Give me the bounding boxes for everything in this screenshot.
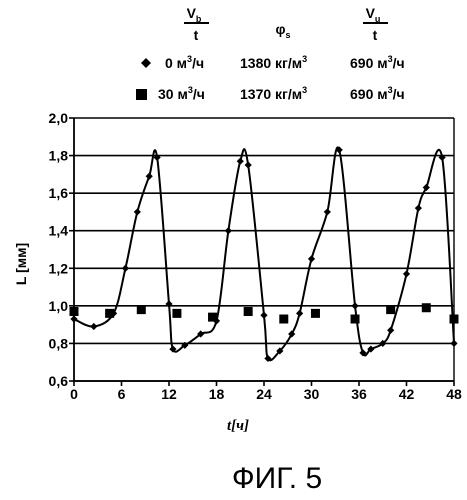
x-tick-label: 48	[446, 386, 462, 402]
y-tick-label: 1,8	[49, 148, 69, 164]
data-point-diamond	[70, 315, 77, 322]
data-point-square	[386, 305, 395, 314]
data-point-diamond	[415, 205, 422, 212]
data-point-square	[208, 313, 217, 322]
data-point-diamond	[134, 208, 141, 215]
data-point-diamond	[450, 340, 457, 347]
data-point-diamond	[423, 184, 430, 191]
x-tick-label: 18	[209, 386, 225, 402]
x-tick-label: 42	[399, 386, 415, 402]
legend-header: Vb t φs Vu t	[184, 5, 388, 43]
data-point-square	[172, 309, 181, 318]
y-tick-label: 1,4	[49, 223, 69, 239]
header-col3-top: Vu	[366, 5, 381, 24]
gridlines	[74, 118, 454, 381]
x-tick-label: 0	[70, 386, 78, 402]
data-point-diamond	[351, 302, 358, 309]
legend-0-rate: 0 м3/ч	[165, 54, 204, 71]
y-tick-label: 1,6	[49, 185, 69, 201]
series-layer	[70, 146, 459, 362]
y-tick-labels: 0,6 0,8 1,0 1,2 1,4 1,6 1,8 2,0	[49, 110, 69, 389]
data-point-diamond	[245, 161, 252, 168]
x-tick-label: 30	[304, 386, 320, 402]
header-col2: φs	[275, 21, 290, 40]
y-tick-label: 2,0	[49, 110, 69, 126]
header-col1-bottom: t	[194, 27, 199, 43]
data-point-diamond	[308, 255, 315, 262]
data-point-diamond	[225, 227, 232, 234]
y-tick-label: 0,6	[49, 373, 69, 389]
y-tick-label: 0,8	[49, 335, 69, 351]
data-point-diamond	[260, 312, 267, 319]
x-tick-label: 6	[118, 386, 126, 402]
legend-0-flow: 690 м3/ч	[350, 54, 405, 71]
data-point-square	[137, 305, 146, 314]
legend-diamond-marker	[141, 58, 151, 68]
data-point-diamond	[90, 323, 97, 330]
series-0-line	[74, 147, 454, 360]
data-point-square	[422, 303, 431, 312]
legend-1-rate: 30 м3/ч	[158, 85, 205, 102]
legend-square-marker	[136, 89, 147, 100]
data-point-square	[70, 307, 79, 316]
x-tick-label: 24	[256, 386, 272, 402]
data-point-diamond	[324, 208, 331, 215]
data-point-diamond	[296, 310, 303, 317]
data-point-square	[105, 309, 114, 318]
header-col3-bottom: t	[373, 27, 378, 43]
data-point-diamond	[387, 327, 394, 334]
legend-row-1: 30 м3/ч 1370 кг/м3 690 м3/ч	[136, 85, 405, 102]
legend-0-density: 1380 кг/м3	[240, 54, 307, 71]
x-tick-label: 12	[161, 386, 177, 402]
legend-1-density: 1370 кг/м3	[240, 85, 307, 102]
data-point-square	[279, 315, 288, 324]
y-axis-title: L [мм]	[13, 243, 29, 285]
data-point-square	[351, 315, 360, 324]
legend-row-0: 0 м3/ч 1380 кг/м3 690 м3/ч	[141, 54, 405, 71]
data-point-diamond	[122, 265, 129, 272]
data-point-square	[450, 315, 459, 324]
x-axis-title: t[ч]	[227, 418, 249, 434]
legend-1-flow: 690 м3/ч	[350, 85, 405, 102]
x-tick-label: 36	[351, 386, 367, 402]
axes	[69, 118, 454, 386]
y-tick-label: 1,2	[49, 260, 69, 276]
data-point-diamond	[403, 270, 410, 277]
data-point-square	[311, 309, 320, 318]
x-tick-labels: 0 6 12 18 24 30 36 42 48	[70, 386, 462, 402]
data-point-diamond	[146, 173, 153, 180]
data-point-square	[244, 307, 253, 316]
data-point-diamond	[237, 158, 244, 165]
y-tick-label: 1,0	[49, 298, 69, 314]
figure-caption: ФИГ. 5	[232, 462, 322, 495]
header-col1-top: Vb	[187, 5, 202, 24]
